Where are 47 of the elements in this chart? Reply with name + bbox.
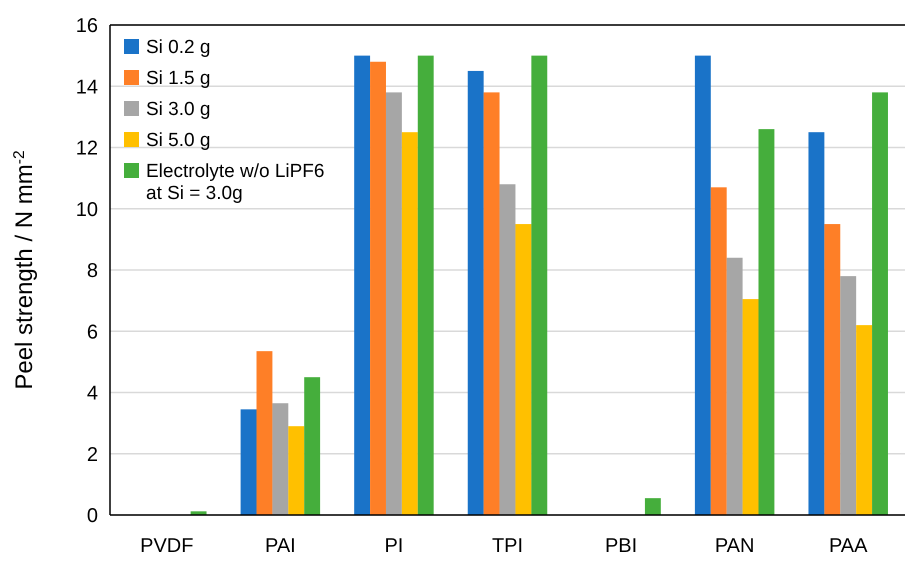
bar bbox=[694, 56, 711, 515]
bar bbox=[531, 56, 548, 515]
y-tick-label: 10 bbox=[76, 198, 98, 221]
bar bbox=[726, 258, 743, 515]
bar bbox=[840, 276, 856, 515]
y-tick-label: 8 bbox=[86, 260, 98, 282]
bar bbox=[370, 62, 386, 515]
x-tick-label: PI bbox=[384, 535, 404, 557]
x-tick-label: PBI bbox=[604, 535, 638, 557]
legend-label: Si 5.0 g bbox=[146, 130, 210, 151]
legend-label: Si 3.0 g bbox=[146, 99, 210, 120]
bar bbox=[304, 377, 320, 515]
x-tick-label: PAA bbox=[828, 535, 868, 557]
bar bbox=[808, 132, 824, 515]
bar bbox=[644, 498, 661, 515]
bar bbox=[710, 187, 727, 515]
legend-label: Si 1.5 g bbox=[146, 68, 210, 89]
bar bbox=[256, 351, 272, 515]
y-tick-label: 14 bbox=[76, 76, 98, 98]
y-tick-label: 6 bbox=[86, 321, 98, 344]
legend-label: Electrolyte w/o LiPF6 at Si = 3.0g bbox=[146, 161, 324, 204]
x-tick-label: PAN bbox=[714, 535, 754, 557]
y-tick-label: 2 bbox=[86, 444, 98, 466]
bar bbox=[758, 129, 774, 515]
y-tick-label: 16 bbox=[76, 15, 98, 37]
bar bbox=[240, 409, 257, 515]
bar bbox=[742, 299, 758, 515]
bar bbox=[402, 132, 418, 515]
bar bbox=[856, 325, 872, 515]
bar bbox=[386, 92, 402, 515]
bar bbox=[418, 56, 434, 515]
bar bbox=[515, 224, 532, 515]
bar bbox=[468, 70, 484, 515]
bar bbox=[500, 184, 516, 515]
bar bbox=[484, 92, 500, 515]
bar bbox=[872, 92, 888, 515]
y-tick-label: 0 bbox=[86, 505, 98, 527]
bar bbox=[354, 56, 370, 515]
legend-label: Si 0.2 g bbox=[146, 37, 210, 58]
x-tick-label: PAI bbox=[264, 535, 296, 557]
y-tick-label: 12 bbox=[76, 138, 98, 160]
x-tick-label: TPI bbox=[492, 535, 524, 557]
bar bbox=[824, 224, 840, 515]
bar bbox=[288, 426, 304, 515]
y-tick-label: 4 bbox=[86, 382, 98, 404]
x-tick-label: PVDF bbox=[140, 535, 194, 557]
bar bbox=[272, 403, 288, 515]
